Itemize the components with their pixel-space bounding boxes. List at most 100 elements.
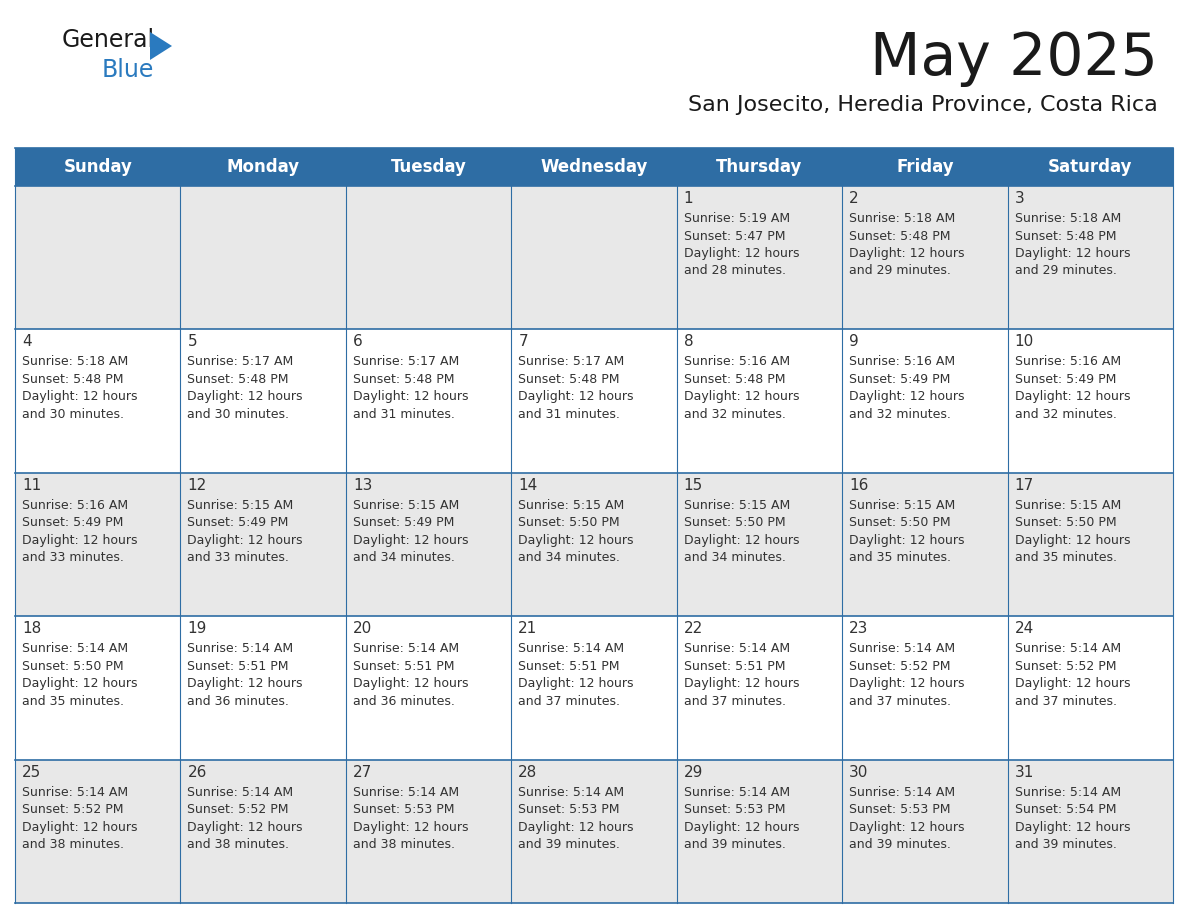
Text: and 30 minutes.: and 30 minutes.	[23, 408, 124, 420]
Text: and 35 minutes.: and 35 minutes.	[23, 695, 124, 708]
Text: 25: 25	[23, 765, 42, 779]
Text: and 36 minutes.: and 36 minutes.	[353, 695, 455, 708]
Text: Sunrise: 5:17 AM: Sunrise: 5:17 AM	[353, 355, 459, 368]
Text: Daylight: 12 hours: Daylight: 12 hours	[353, 533, 468, 547]
Text: and 34 minutes.: and 34 minutes.	[684, 552, 785, 565]
Text: Sunset: 5:53 PM: Sunset: 5:53 PM	[849, 803, 950, 816]
Text: Sunrise: 5:14 AM: Sunrise: 5:14 AM	[23, 786, 128, 799]
Text: Daylight: 12 hours: Daylight: 12 hours	[23, 533, 138, 547]
Text: 13: 13	[353, 477, 372, 493]
Text: and 33 minutes.: and 33 minutes.	[23, 552, 124, 565]
Text: Daylight: 12 hours: Daylight: 12 hours	[849, 821, 965, 834]
Text: Daylight: 12 hours: Daylight: 12 hours	[1015, 390, 1130, 403]
Text: Sunrise: 5:14 AM: Sunrise: 5:14 AM	[1015, 643, 1120, 655]
Text: Sunset: 5:52 PM: Sunset: 5:52 PM	[188, 803, 289, 816]
Text: Friday: Friday	[896, 158, 954, 176]
Text: 17: 17	[1015, 477, 1034, 493]
Text: Sunset: 5:50 PM: Sunset: 5:50 PM	[23, 660, 124, 673]
Bar	[346, 473, 511, 616]
Text: Sunset: 5:51 PM: Sunset: 5:51 PM	[353, 660, 454, 673]
Text: Sunrise: 5:15 AM: Sunrise: 5:15 AM	[849, 498, 955, 512]
Text: Sunrise: 5:14 AM: Sunrise: 5:14 AM	[353, 786, 459, 799]
Text: Sunset: 5:53 PM: Sunset: 5:53 PM	[684, 803, 785, 816]
Text: Sunset: 5:51 PM: Sunset: 5:51 PM	[188, 660, 289, 673]
Bar	[346, 330, 511, 473]
Text: 3: 3	[1015, 191, 1024, 206]
Text: Sunrise: 5:16 AM: Sunrise: 5:16 AM	[23, 498, 128, 512]
Text: Daylight: 12 hours: Daylight: 12 hours	[188, 821, 303, 834]
Text: Sunset: 5:51 PM: Sunset: 5:51 PM	[518, 660, 620, 673]
Text: and 38 minutes.: and 38 minutes.	[188, 838, 290, 851]
Text: Daylight: 12 hours: Daylight: 12 hours	[188, 677, 303, 690]
Text: 7: 7	[518, 334, 527, 350]
Text: General: General	[62, 28, 156, 52]
Bar	[1007, 148, 1173, 186]
Bar	[842, 148, 1007, 186]
Text: 18: 18	[23, 621, 42, 636]
Text: Daylight: 12 hours: Daylight: 12 hours	[23, 677, 138, 690]
Text: and 29 minutes.: and 29 minutes.	[849, 264, 952, 277]
Text: Tuesday: Tuesday	[391, 158, 467, 176]
Text: and 37 minutes.: and 37 minutes.	[684, 695, 785, 708]
Text: Daylight: 12 hours: Daylight: 12 hours	[849, 677, 965, 690]
Text: Daylight: 12 hours: Daylight: 12 hours	[849, 533, 965, 547]
Text: San Josecito, Heredia Province, Costa Rica: San Josecito, Heredia Province, Costa Ri…	[688, 95, 1158, 115]
Bar	[181, 473, 346, 616]
Text: 8: 8	[684, 334, 694, 350]
Text: and 32 minutes.: and 32 minutes.	[849, 408, 952, 420]
Bar	[346, 616, 511, 759]
Text: Daylight: 12 hours: Daylight: 12 hours	[23, 390, 138, 403]
Text: and 28 minutes.: and 28 minutes.	[684, 264, 785, 277]
Text: 10: 10	[1015, 334, 1034, 350]
Text: Daylight: 12 hours: Daylight: 12 hours	[353, 821, 468, 834]
Text: Sunset: 5:49 PM: Sunset: 5:49 PM	[1015, 373, 1116, 386]
Text: 11: 11	[23, 477, 42, 493]
Text: 28: 28	[518, 765, 537, 779]
Text: Sunset: 5:49 PM: Sunset: 5:49 PM	[188, 516, 289, 530]
Text: 22: 22	[684, 621, 703, 636]
Text: Sunset: 5:48 PM: Sunset: 5:48 PM	[188, 373, 289, 386]
Text: Sunrise: 5:15 AM: Sunrise: 5:15 AM	[1015, 498, 1120, 512]
Text: and 39 minutes.: and 39 minutes.	[849, 838, 952, 851]
Text: Daylight: 12 hours: Daylight: 12 hours	[518, 533, 633, 547]
Bar	[346, 186, 511, 330]
Bar	[15, 616, 181, 759]
Text: Daylight: 12 hours: Daylight: 12 hours	[1015, 533, 1130, 547]
Text: Daylight: 12 hours: Daylight: 12 hours	[518, 677, 633, 690]
Text: Sunrise: 5:17 AM: Sunrise: 5:17 AM	[518, 355, 625, 368]
Text: Sunrise: 5:16 AM: Sunrise: 5:16 AM	[684, 355, 790, 368]
Text: and 31 minutes.: and 31 minutes.	[353, 408, 455, 420]
Text: Daylight: 12 hours: Daylight: 12 hours	[518, 390, 633, 403]
Bar	[842, 330, 1007, 473]
Text: 5: 5	[188, 334, 197, 350]
Text: Daylight: 12 hours: Daylight: 12 hours	[849, 390, 965, 403]
Text: Sunset: 5:52 PM: Sunset: 5:52 PM	[23, 803, 124, 816]
Text: Sunset: 5:53 PM: Sunset: 5:53 PM	[353, 803, 454, 816]
Text: Sunset: 5:48 PM: Sunset: 5:48 PM	[353, 373, 454, 386]
Text: Sunrise: 5:14 AM: Sunrise: 5:14 AM	[188, 643, 293, 655]
Bar	[181, 148, 346, 186]
Text: 4: 4	[23, 334, 32, 350]
Bar	[511, 148, 677, 186]
Text: and 38 minutes.: and 38 minutes.	[353, 838, 455, 851]
Text: Sunrise: 5:14 AM: Sunrise: 5:14 AM	[849, 786, 955, 799]
Text: 12: 12	[188, 477, 207, 493]
Text: Sunset: 5:50 PM: Sunset: 5:50 PM	[684, 516, 785, 530]
Text: Sunrise: 5:15 AM: Sunrise: 5:15 AM	[684, 498, 790, 512]
Text: 31: 31	[1015, 765, 1034, 779]
Text: Daylight: 12 hours: Daylight: 12 hours	[684, 390, 800, 403]
Text: Daylight: 12 hours: Daylight: 12 hours	[353, 677, 468, 690]
Text: and 36 minutes.: and 36 minutes.	[188, 695, 290, 708]
Bar	[181, 330, 346, 473]
Bar	[677, 186, 842, 330]
Bar	[677, 330, 842, 473]
Text: Sunset: 5:50 PM: Sunset: 5:50 PM	[518, 516, 620, 530]
Text: Sunrise: 5:14 AM: Sunrise: 5:14 AM	[1015, 786, 1120, 799]
Text: Sunrise: 5:14 AM: Sunrise: 5:14 AM	[684, 643, 790, 655]
Text: Sunrise: 5:14 AM: Sunrise: 5:14 AM	[188, 786, 293, 799]
Text: Daylight: 12 hours: Daylight: 12 hours	[684, 533, 800, 547]
Text: Sunset: 5:49 PM: Sunset: 5:49 PM	[353, 516, 454, 530]
Text: Daylight: 12 hours: Daylight: 12 hours	[849, 247, 965, 260]
Bar	[15, 186, 181, 330]
Text: Sunrise: 5:14 AM: Sunrise: 5:14 AM	[684, 786, 790, 799]
